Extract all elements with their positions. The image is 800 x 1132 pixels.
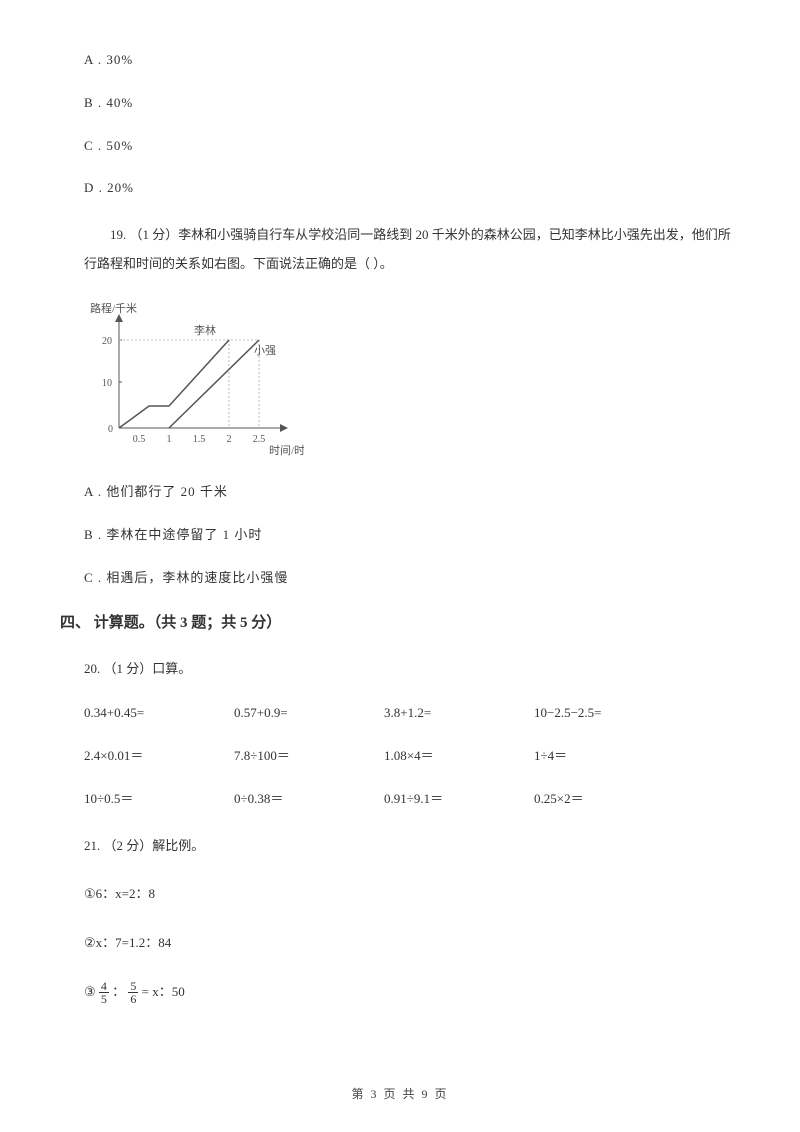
- calc-item: 10−2.5−2.5=: [534, 703, 644, 724]
- x-tick: 2: [227, 434, 232, 445]
- option-b: B . 40%: [84, 93, 740, 114]
- calc-item: 1÷4＝: [534, 746, 644, 767]
- x-axis-label: 时间/时: [269, 444, 304, 457]
- calc-item: 2.4×0.01＝: [84, 746, 194, 767]
- fraction-2: 5 6: [128, 980, 138, 1005]
- y-arrow: [115, 314, 123, 322]
- q19-option-b: B . 李林在中途停留了 1 小时: [84, 525, 740, 546]
- series-label-xiaoqiang: 小强: [254, 344, 276, 357]
- chart-svg: 路程/千米 0 10 20 0.5 1 1.5 2 2.5 时间/时 李林 小强: [84, 298, 304, 458]
- y-tick-10: 10: [102, 378, 112, 389]
- x-arrow: [280, 424, 288, 432]
- y-tick-0: 0: [108, 424, 113, 435]
- frac-prefix: ③: [84, 984, 99, 999]
- question-19-text: 19. （1 分）李林和小强骑自行车从学校沿同一路线到 20 千米外的森林公园，…: [84, 221, 740, 278]
- frac-den: 5: [99, 993, 109, 1005]
- question-21-text: 21. （2 分）解比例。: [84, 832, 740, 861]
- calc-item: 10÷0.5＝: [84, 789, 194, 810]
- calc-item: 0.57+0.9=: [234, 703, 344, 724]
- page-footer: 第 3 页 共 9 页: [0, 1085, 800, 1104]
- x-tick: 2.5: [253, 434, 266, 445]
- q21-item-a: ①6：x=2：8: [84, 880, 740, 909]
- q21-item-b: ②x：7=1.2：84: [84, 929, 740, 958]
- q19-chart: 路程/千米 0 10 20 0.5 1 1.5 2 2.5 时间/时 李林 小强: [84, 298, 304, 458]
- y-axis-label: 路程/千米: [90, 302, 137, 315]
- option-d: D . 20%: [84, 178, 740, 199]
- section-4-title: 四、 计算题。（共 3 题；共 5 分）: [60, 611, 740, 635]
- q19-option-a: A . 他们都行了 20 千米: [84, 482, 740, 503]
- option-a: A . 30%: [84, 50, 740, 71]
- question-20-text: 20. （1 分）口算。: [84, 655, 740, 684]
- calc-row-3: 10÷0.5＝ 0÷0.38＝ 0.91÷9.1＝ 0.25×2＝: [84, 789, 740, 810]
- calc-item: 0.25×2＝: [534, 789, 644, 810]
- frac-mid: ：: [112, 984, 128, 999]
- frac-den: 6: [128, 993, 138, 1005]
- q21-item-c: ③ 4 5 ： 5 6 = x：50: [84, 978, 740, 1007]
- calc-item: 0÷0.38＝: [234, 789, 344, 810]
- series-lilin: [119, 340, 229, 428]
- x-tick: 1.5: [193, 434, 206, 445]
- frac-suffix: = x：50: [142, 984, 185, 999]
- calc-item: 3.8+1.2=: [384, 703, 494, 724]
- option-c: C . 50%: [84, 136, 740, 157]
- q19-option-c: C . 相遇后，李林的速度比小强慢: [84, 568, 740, 589]
- calc-item: 7.8÷100＝: [234, 746, 344, 767]
- calc-item: 0.34+0.45=: [84, 703, 194, 724]
- calc-row-2: 2.4×0.01＝ 7.8÷100＝ 1.08×4＝ 1÷4＝: [84, 746, 740, 767]
- series-xiaoqiang: [169, 340, 259, 428]
- calc-item: 1.08×4＝: [384, 746, 494, 767]
- x-tick: 1: [167, 434, 172, 445]
- calc-item: 0.91÷9.1＝: [384, 789, 494, 810]
- y-tick-20: 20: [102, 336, 112, 347]
- series-label-lilin: 李林: [194, 323, 216, 337]
- x-tick: 0.5: [133, 434, 146, 445]
- fraction-1: 4 5: [99, 980, 109, 1005]
- calc-row-1: 0.34+0.45= 0.57+0.9= 3.8+1.2= 10−2.5−2.5…: [84, 703, 740, 724]
